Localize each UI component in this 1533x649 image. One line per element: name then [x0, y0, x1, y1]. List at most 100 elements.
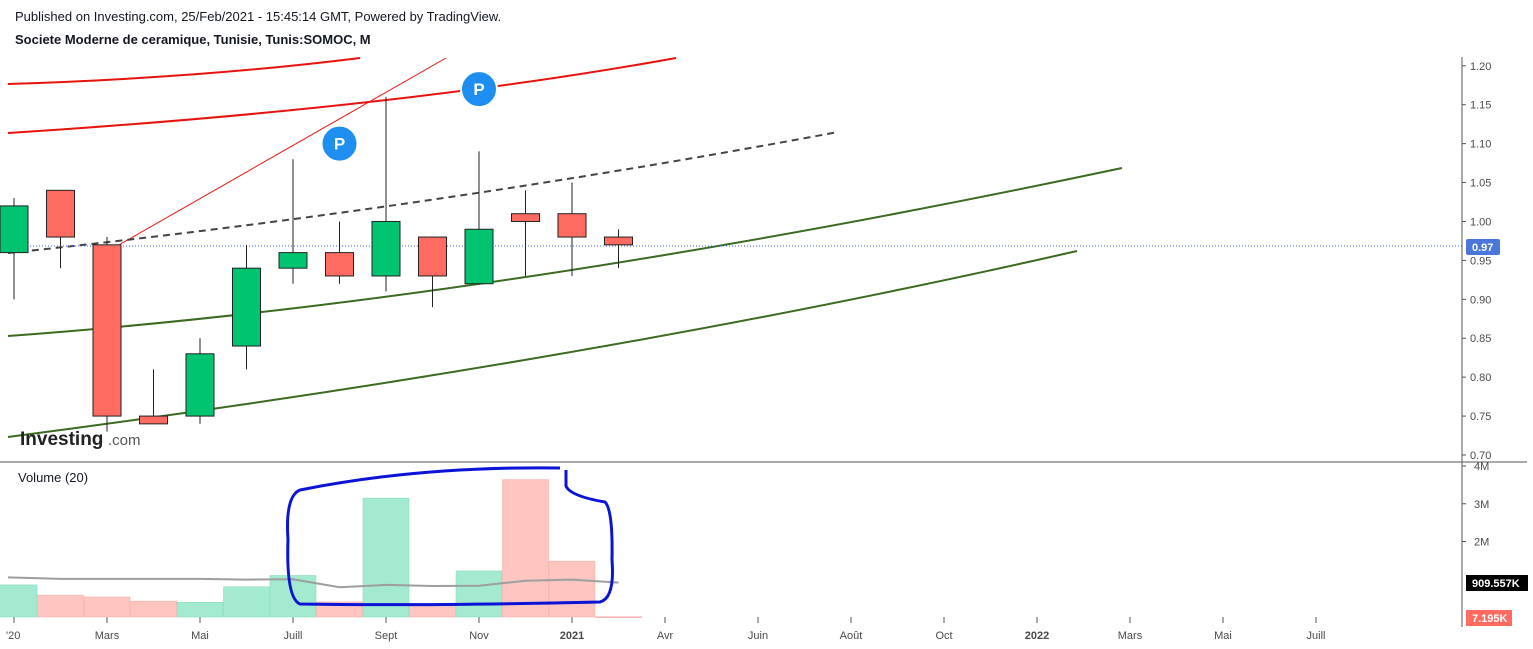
red-channel-curve	[7, 57, 677, 134]
volume-title: Volume (20)	[18, 470, 88, 485]
time-tick-label: Mars	[1118, 630, 1143, 642]
volume-tick-label: 4M	[1474, 461, 1489, 473]
volume-axis-ticks: 4M 3M 2M	[1462, 461, 1489, 549]
red-upper-curve	[7, 57, 361, 85]
volume-bar	[83, 596, 131, 618]
time-tick-label: Avr	[657, 630, 674, 642]
volume-bar	[455, 570, 503, 618]
time-tick-label: Juin	[748, 630, 768, 642]
volume-bar	[409, 604, 456, 618]
candle-body	[92, 244, 122, 417]
volume-bar	[130, 600, 177, 618]
candle	[557, 182, 587, 276]
volume-tick-label: 3M	[1474, 499, 1489, 511]
time-tick-label: '20	[6, 630, 20, 642]
price-tick-label: 0.70	[1470, 450, 1491, 462]
hand-drawn-annotation	[286, 466, 614, 607]
volume-bar	[362, 497, 410, 618]
volume-bar	[548, 560, 596, 618]
last-volume-label: 7.195K	[1472, 613, 1508, 625]
candle-body	[278, 252, 308, 269]
pivot-marker-label: P	[334, 135, 345, 154]
price-axis-ticks: 1.20 1.15 1.10 1.05 1.00 0.95 0.90 0.85 0.80 0.75…	[1462, 61, 1491, 462]
candle	[511, 190, 540, 276]
red-trend-line	[109, 57, 447, 251]
candle	[185, 338, 215, 424]
candle-body	[46, 189, 75, 238]
price-tick-label: 0.85	[1470, 333, 1491, 345]
last-price-tag: 0.97	[1466, 239, 1500, 255]
candle	[278, 159, 308, 284]
volume-ma-label: 909.557K	[1472, 578, 1520, 590]
dashed-resistance-line	[7, 131, 839, 254]
price-tick-label: 1.10	[1470, 139, 1491, 151]
candle-body	[371, 220, 401, 277]
logo-text: Investing	[20, 429, 103, 450]
volume-tick-label: 2M	[1474, 537, 1489, 549]
last-price-label: 0.97	[1472, 242, 1493, 254]
markers-layer: PP	[320, 70, 498, 163]
candle	[46, 189, 75, 269]
candle-body	[325, 252, 354, 277]
time-tick-label: 2021	[560, 630, 584, 642]
pivot-marker-circle	[320, 124, 359, 163]
candle	[464, 151, 494, 285]
time-tick-label: Oct	[935, 630, 952, 642]
price-tick-label: 1.20	[1470, 61, 1491, 73]
candle-body	[0, 205, 29, 254]
price-tick-label: 1.05	[1470, 178, 1491, 190]
time-tick-label: Mai	[1214, 630, 1232, 642]
candle	[0, 198, 29, 300]
candles-layer	[0, 96, 633, 432]
candle-body	[418, 236, 447, 277]
time-tick-label: Sept	[375, 630, 398, 642]
price-tick-label: 0.80	[1470, 372, 1491, 384]
volume-bars-layer	[0, 479, 642, 618]
time-tick-label: Mai	[191, 630, 209, 642]
pivot-marker[interactable]: P	[320, 124, 359, 163]
candle-body	[185, 353, 215, 417]
green-lower-curve	[7, 250, 1078, 438]
volume-bar	[223, 586, 270, 618]
candle	[92, 237, 122, 432]
price-tick-label: 1.15	[1470, 100, 1491, 112]
green-upper-curve	[7, 167, 1123, 337]
time-tick-label: Mars	[95, 630, 120, 642]
candle	[604, 229, 633, 269]
time-tick-label: Juill	[284, 630, 303, 642]
candle-body	[232, 267, 261, 347]
candle	[232, 244, 261, 370]
pivot-marker[interactable]: P	[460, 70, 498, 109]
time-tick-label: 2022	[1025, 630, 1049, 642]
logo-suffix: .com	[108, 432, 141, 449]
time-tick-label: Nov	[469, 630, 489, 642]
time-tick-label: Juill	[1307, 630, 1326, 642]
candle	[139, 369, 168, 425]
candle-body	[557, 213, 587, 238]
candle-body	[511, 213, 540, 222]
volume-bar	[595, 616, 642, 618]
candle-body	[604, 236, 633, 246]
symbol-title: Societe Moderne de ceramique, Tunisie, T…	[15, 32, 371, 47]
volume-bar	[37, 594, 84, 618]
volume-ma-tag: 909.557K	[1466, 575, 1528, 591]
price-tick-label: 0.90	[1470, 294, 1491, 306]
price-tick-label: 1.00	[1470, 216, 1491, 228]
time-tick-label: Août	[840, 630, 863, 642]
candle-body	[139, 415, 168, 425]
last-volume-tag: 7.195K	[1466, 610, 1512, 626]
volume-bar	[0, 584, 38, 618]
volume-bar	[502, 479, 549, 618]
candle	[418, 236, 447, 308]
volume-ma-line	[7, 576, 619, 589]
pivot-marker-label: P	[473, 80, 484, 99]
published-info: Published on Investing.com, 25/Feb/2021 …	[15, 9, 502, 24]
investing-logo: Investing .com	[20, 429, 141, 450]
time-axis-ticks: '20 Mars Mai Juill Sept Nov 2021 Avr Juin Août Oct…	[6, 617, 1325, 642]
candle	[371, 96, 401, 292]
volume-bar	[176, 602, 224, 618]
price-tick-label: 0.75	[1470, 411, 1491, 423]
pivot-marker-circle	[460, 70, 498, 109]
candle	[325, 221, 354, 284]
